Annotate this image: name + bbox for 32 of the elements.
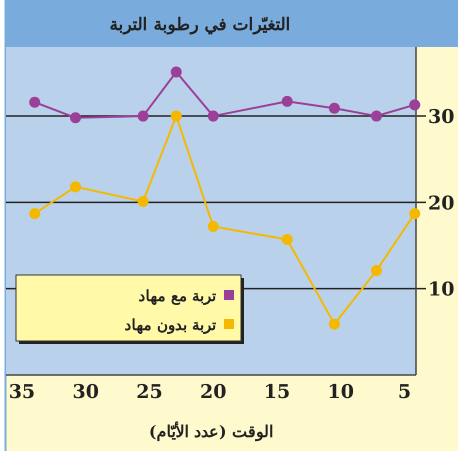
x-tick-label: 35 [8, 381, 36, 403]
y-tick-label: 30 [428, 106, 454, 128]
x-axis-title: الوقت (عدد الأيّام) [148, 421, 274, 442]
point [282, 234, 293, 245]
point [328, 318, 340, 330]
point [170, 66, 182, 78]
y-tick-label: 20 [428, 192, 454, 214]
point [170, 110, 182, 122]
point [208, 221, 219, 232]
x-tick-label: 30 [72, 381, 99, 403]
chart-title: التغيّرات في رطوبة التربة [110, 15, 290, 35]
point [138, 196, 149, 208]
x-tick-label: 20 [200, 381, 226, 403]
x-tick-label: 5 [398, 381, 412, 403]
x-tick-label: 25 [136, 381, 163, 403]
point [409, 99, 420, 110]
point [409, 208, 420, 220]
point [29, 96, 40, 108]
y-tick-label: 10 [428, 278, 454, 301]
point [138, 110, 149, 122]
point [328, 102, 340, 114]
point [70, 112, 81, 124]
point [370, 265, 382, 276]
point [29, 208, 40, 220]
point [208, 110, 219, 122]
point [370, 110, 382, 122]
point [282, 96, 293, 107]
legend-label: تربة مع مهاد [138, 287, 216, 305]
x-tick-label: 10 [328, 381, 354, 403]
legend-label: تربة بدون مهاد [124, 316, 216, 334]
point [70, 181, 81, 192]
x-tick-label: 15 [264, 381, 290, 403]
